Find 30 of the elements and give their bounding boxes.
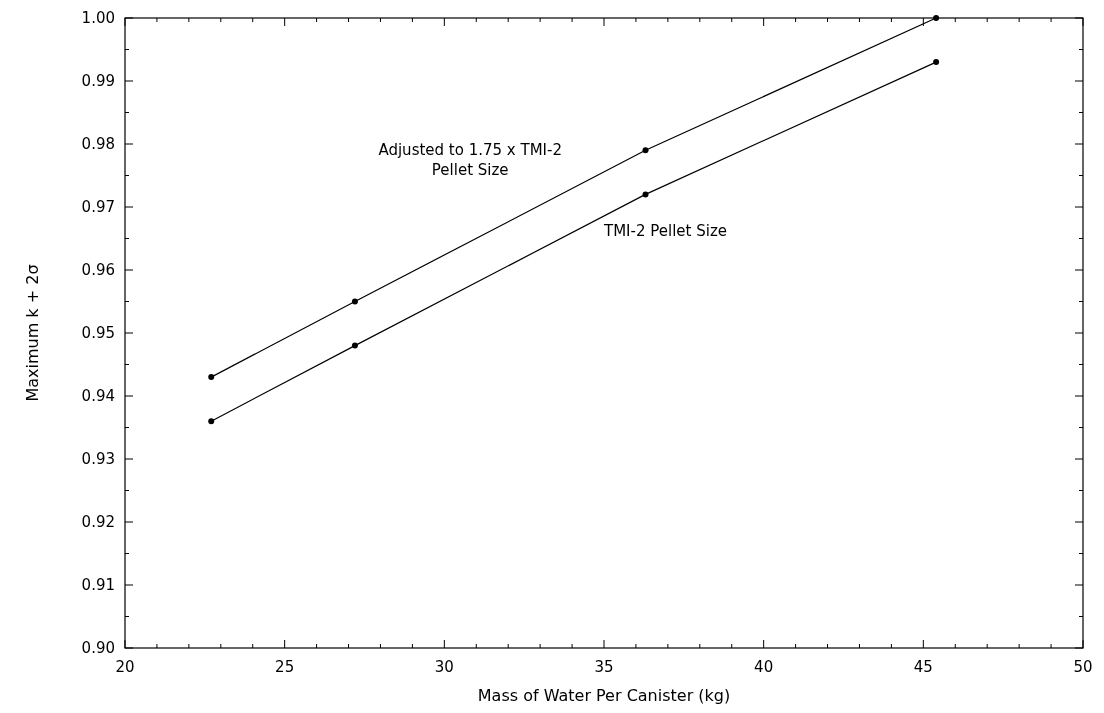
series-label: TMI-2 Pellet Size [603,222,728,241]
point [933,15,940,21]
y-tick-label: 0.92 [81,513,115,532]
y-tick-label: 0.95 [81,324,115,343]
point [351,342,358,349]
point [208,374,215,381]
x-tick-label: 30 [434,658,454,676]
point [351,298,358,305]
x-tick-label: 35 [594,658,614,676]
y-tick-label: 0.94 [81,387,115,406]
y-axis-title: Maximum k + 2σ [23,264,42,402]
x-tick-label: 50 [1073,658,1093,676]
y-tick-label: 0.91 [81,576,115,595]
series-label: Adjusted to 1.75 x TMI-2 Pellet Size [378,141,562,180]
point [933,59,940,66]
y-tick-label: 0.97 [81,198,115,217]
x-tick-label: 25 [275,658,295,676]
y-tick-label: 0.98 [81,135,115,154]
point [208,418,215,425]
x-axis-title: Mass of Water Per Canister (kg) [477,686,731,705]
y-tick-label: 0.93 [81,450,115,469]
y-tick-label: 1.00 [81,9,115,28]
y-tick-label: 0.96 [81,261,115,280]
x-tick-label: 45 [913,658,933,676]
x-tick-label: 40 [754,658,774,676]
point [642,191,649,198]
y-tick-label: 0.99 [81,72,115,91]
y-tick-label: 0.90 [81,639,115,658]
x-tick-label: 20 [115,658,135,676]
point [642,147,649,154]
